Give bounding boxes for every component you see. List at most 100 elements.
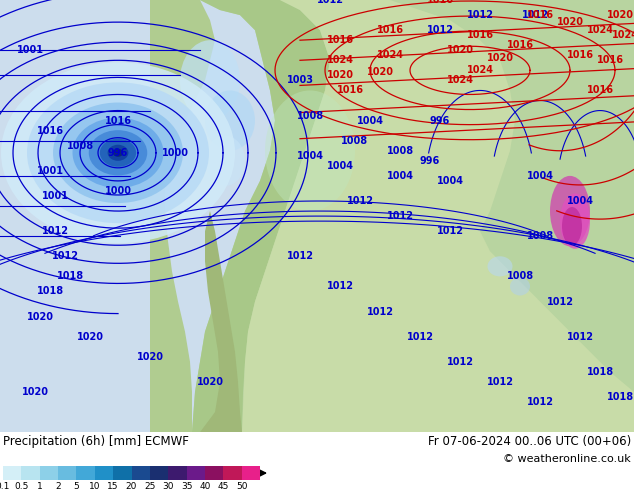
Text: 25: 25 bbox=[144, 482, 155, 490]
Text: 1018: 1018 bbox=[607, 392, 633, 402]
Text: 1018: 1018 bbox=[36, 287, 63, 296]
Text: 35: 35 bbox=[181, 482, 192, 490]
Text: 1012: 1012 bbox=[51, 251, 79, 261]
Text: 1016: 1016 bbox=[526, 10, 553, 20]
Ellipse shape bbox=[27, 82, 209, 223]
Bar bbox=[131, 466, 150, 480]
Bar bbox=[3, 466, 22, 480]
Bar bbox=[205, 466, 223, 480]
Text: Fr 07-06-2024 00..06 UTC (00+06): Fr 07-06-2024 00..06 UTC (00+06) bbox=[428, 435, 631, 448]
Text: 1012: 1012 bbox=[366, 307, 394, 317]
Text: 1016: 1016 bbox=[327, 35, 354, 45]
Ellipse shape bbox=[108, 145, 129, 161]
Text: 1001: 1001 bbox=[37, 166, 63, 176]
Text: 1012: 1012 bbox=[436, 226, 463, 236]
Text: 1012: 1012 bbox=[327, 281, 354, 292]
Text: 0.5: 0.5 bbox=[14, 482, 29, 490]
Bar bbox=[22, 466, 40, 480]
Text: 1012: 1012 bbox=[526, 397, 553, 407]
Text: 1016: 1016 bbox=[377, 25, 403, 35]
Text: 1004: 1004 bbox=[297, 151, 323, 161]
Bar bbox=[77, 466, 95, 480]
Text: 1016: 1016 bbox=[507, 40, 533, 50]
Bar bbox=[150, 466, 168, 480]
Text: 996: 996 bbox=[430, 116, 450, 125]
Text: 1024: 1024 bbox=[612, 30, 634, 40]
Text: 20: 20 bbox=[126, 482, 137, 490]
Text: 1004: 1004 bbox=[526, 171, 553, 181]
Ellipse shape bbox=[205, 136, 245, 186]
Ellipse shape bbox=[100, 139, 136, 167]
Ellipse shape bbox=[53, 102, 183, 203]
Text: 1012: 1012 bbox=[467, 10, 493, 20]
Ellipse shape bbox=[550, 176, 590, 246]
Text: 1012: 1012 bbox=[287, 251, 313, 261]
Text: 1020: 1020 bbox=[446, 45, 474, 55]
Text: 5: 5 bbox=[74, 482, 79, 490]
Text: 1020: 1020 bbox=[136, 352, 164, 362]
Bar bbox=[40, 466, 58, 480]
Text: 1001: 1001 bbox=[16, 45, 44, 55]
Text: 1024: 1024 bbox=[377, 50, 403, 60]
Bar bbox=[113, 466, 131, 480]
Bar bbox=[223, 466, 242, 480]
Text: 1008: 1008 bbox=[342, 136, 368, 146]
Text: 0.1: 0.1 bbox=[0, 482, 10, 490]
Text: 1018: 1018 bbox=[56, 271, 84, 281]
Text: 1016: 1016 bbox=[597, 55, 623, 65]
Text: 1020: 1020 bbox=[327, 71, 354, 80]
Polygon shape bbox=[192, 0, 330, 432]
Text: 1020: 1020 bbox=[77, 332, 103, 342]
Text: 1012: 1012 bbox=[486, 377, 514, 387]
Text: 1024: 1024 bbox=[586, 25, 614, 35]
Text: 1016: 1016 bbox=[337, 85, 363, 96]
Text: 30: 30 bbox=[162, 482, 174, 490]
Text: 50: 50 bbox=[236, 482, 247, 490]
Text: 996: 996 bbox=[108, 148, 128, 158]
Text: 1020: 1020 bbox=[197, 377, 224, 387]
Bar bbox=[186, 466, 205, 480]
Ellipse shape bbox=[265, 91, 355, 211]
Text: 45: 45 bbox=[217, 482, 229, 490]
Text: 1001: 1001 bbox=[41, 191, 68, 201]
Text: 1004: 1004 bbox=[327, 161, 354, 171]
Text: 1004: 1004 bbox=[387, 171, 413, 181]
Text: 1004: 1004 bbox=[356, 116, 384, 125]
Polygon shape bbox=[150, 0, 215, 432]
Bar bbox=[168, 466, 186, 480]
Text: 1012: 1012 bbox=[316, 0, 344, 5]
Text: 1012: 1012 bbox=[387, 211, 413, 221]
Text: 996: 996 bbox=[420, 156, 440, 166]
Text: 1000: 1000 bbox=[105, 186, 131, 196]
Text: 40: 40 bbox=[199, 482, 210, 490]
Text: 1020: 1020 bbox=[366, 67, 394, 77]
Ellipse shape bbox=[562, 207, 582, 245]
Text: 1008: 1008 bbox=[387, 146, 413, 156]
Text: 1012: 1012 bbox=[567, 332, 593, 342]
Polygon shape bbox=[192, 0, 634, 432]
Text: 1024: 1024 bbox=[327, 55, 354, 65]
Bar bbox=[95, 466, 113, 480]
Text: 1016: 1016 bbox=[37, 125, 63, 136]
Text: 1020: 1020 bbox=[557, 17, 583, 27]
Text: 1012: 1012 bbox=[427, 25, 453, 35]
Text: 1020: 1020 bbox=[486, 53, 514, 63]
Text: 1000: 1000 bbox=[162, 148, 188, 158]
Ellipse shape bbox=[89, 130, 147, 175]
Text: 1012: 1012 bbox=[406, 332, 434, 342]
Text: 1016: 1016 bbox=[586, 85, 614, 96]
Text: 1016: 1016 bbox=[467, 30, 493, 40]
Text: 1020: 1020 bbox=[27, 312, 53, 321]
Text: 1016: 1016 bbox=[427, 0, 453, 5]
Text: 1004: 1004 bbox=[567, 196, 593, 206]
Text: 1003: 1003 bbox=[287, 75, 313, 85]
Text: 1018: 1018 bbox=[586, 367, 614, 377]
Text: 1012: 1012 bbox=[547, 296, 574, 307]
Ellipse shape bbox=[113, 149, 123, 157]
Ellipse shape bbox=[488, 256, 512, 276]
Ellipse shape bbox=[180, 40, 240, 121]
Text: 1012: 1012 bbox=[522, 10, 548, 20]
Text: 2: 2 bbox=[55, 482, 61, 490]
Ellipse shape bbox=[72, 118, 164, 188]
Text: 1008: 1008 bbox=[507, 271, 534, 281]
